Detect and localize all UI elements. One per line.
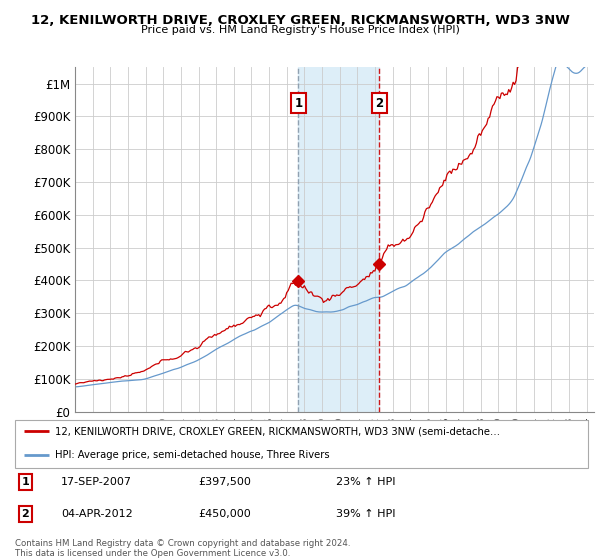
Text: Price paid vs. HM Land Registry's House Price Index (HPI): Price paid vs. HM Land Registry's House … bbox=[140, 25, 460, 35]
Text: 2: 2 bbox=[22, 509, 29, 519]
Text: 12, KENILWORTH DRIVE, CROXLEY GREEN, RICKMANSWORTH, WD3 3NW (semi-detache…: 12, KENILWORTH DRIVE, CROXLEY GREEN, RIC… bbox=[55, 426, 500, 436]
Text: 04-APR-2012: 04-APR-2012 bbox=[61, 509, 133, 519]
Text: 39% ↑ HPI: 39% ↑ HPI bbox=[336, 509, 395, 519]
Text: 1: 1 bbox=[22, 477, 29, 487]
Text: 17-SEP-2007: 17-SEP-2007 bbox=[61, 477, 132, 487]
Text: 12, KENILWORTH DRIVE, CROXLEY GREEN, RICKMANSWORTH, WD3 3NW: 12, KENILWORTH DRIVE, CROXLEY GREEN, RIC… bbox=[31, 14, 569, 27]
Text: £450,000: £450,000 bbox=[199, 509, 251, 519]
Bar bbox=[298, 67, 379, 412]
Text: £397,500: £397,500 bbox=[199, 477, 251, 487]
Text: Contains HM Land Registry data © Crown copyright and database right 2024.
This d: Contains HM Land Registry data © Crown c… bbox=[15, 539, 350, 558]
Text: 2: 2 bbox=[375, 97, 383, 110]
FancyBboxPatch shape bbox=[15, 420, 588, 468]
Text: 23% ↑ HPI: 23% ↑ HPI bbox=[336, 477, 395, 487]
Text: 1: 1 bbox=[295, 97, 302, 110]
Text: HPI: Average price, semi-detached house, Three Rivers: HPI: Average price, semi-detached house,… bbox=[55, 450, 330, 460]
